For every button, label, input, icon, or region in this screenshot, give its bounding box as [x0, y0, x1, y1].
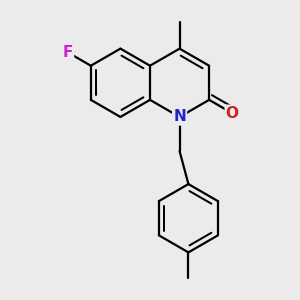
Text: N: N [173, 110, 186, 124]
Text: O: O [226, 106, 239, 121]
Text: F: F [63, 45, 73, 60]
